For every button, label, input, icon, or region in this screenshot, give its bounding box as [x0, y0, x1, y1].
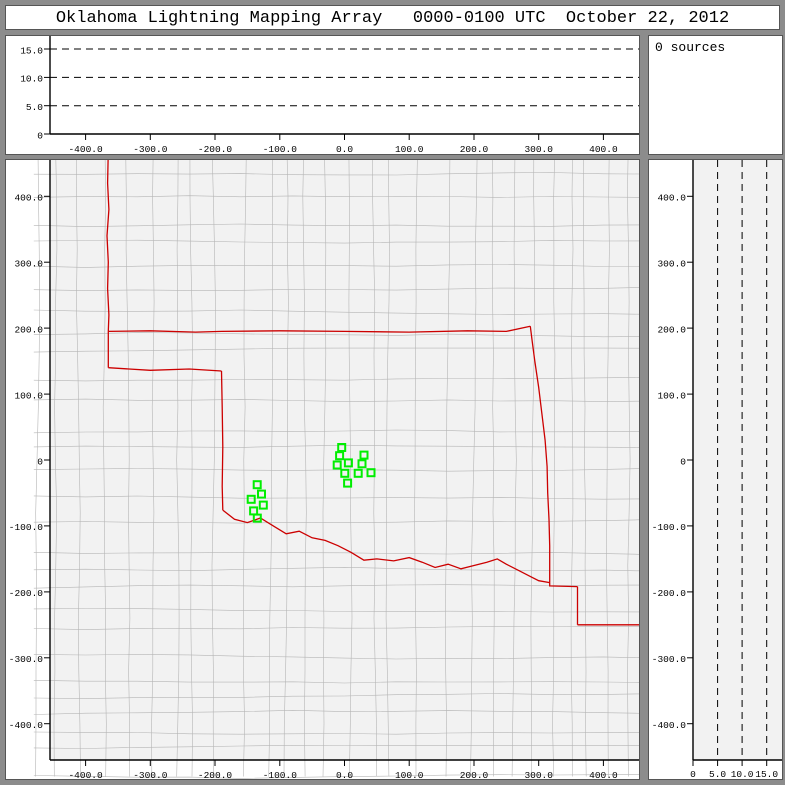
svg-text:200.0: 200.0 — [14, 324, 43, 335]
svg-text:-200.0: -200.0 — [9, 588, 44, 599]
svg-text:-300.0: -300.0 — [652, 654, 687, 665]
svg-text:5.0: 5.0 — [26, 102, 43, 113]
svg-text:10.0: 10.0 — [20, 74, 43, 85]
svg-text:-200.0: -200.0 — [652, 588, 687, 599]
svg-text:-100.0: -100.0 — [652, 522, 687, 533]
svg-text:0.0: 0.0 — [336, 144, 353, 155]
svg-text:300.0: 300.0 — [14, 259, 43, 270]
svg-text:-100.0: -100.0 — [263, 770, 298, 780]
svg-text:-100.0: -100.0 — [9, 522, 44, 533]
svg-text:200.0: 200.0 — [460, 770, 489, 780]
svg-text:15.0: 15.0 — [20, 45, 43, 56]
svg-text:0: 0 — [680, 456, 686, 467]
svg-text:300.0: 300.0 — [524, 770, 553, 780]
svg-text:-400.0: -400.0 — [68, 770, 103, 780]
svg-text:400.0: 400.0 — [589, 770, 618, 780]
svg-text:300.0: 300.0 — [524, 144, 553, 155]
svg-text:-400.0: -400.0 — [9, 720, 44, 731]
svg-text:-200.0: -200.0 — [198, 144, 233, 155]
svg-text:0.0: 0.0 — [336, 770, 353, 780]
svg-text:-400.0: -400.0 — [68, 144, 103, 155]
svg-text:-300.0: -300.0 — [133, 770, 168, 780]
svg-text:15.0: 15.0 — [755, 769, 778, 780]
svg-text:10.0: 10.0 — [731, 769, 754, 780]
svg-text:5.0: 5.0 — [709, 769, 726, 780]
svg-text:200.0: 200.0 — [460, 144, 489, 155]
svg-text:400.0: 400.0 — [657, 193, 686, 204]
svg-text:100.0: 100.0 — [395, 770, 424, 780]
svg-text:-100.0: -100.0 — [263, 144, 298, 155]
svg-text:-400.0: -400.0 — [652, 720, 687, 731]
svg-text:100.0: 100.0 — [395, 144, 424, 155]
svg-text:400.0: 400.0 — [589, 144, 618, 155]
svg-text:0: 0 — [37, 130, 43, 141]
svg-text:300.0: 300.0 — [657, 259, 686, 270]
svg-text:0: 0 — [690, 769, 696, 780]
svg-text:-300.0: -300.0 — [133, 144, 168, 155]
svg-text:100.0: 100.0 — [657, 390, 686, 401]
svg-text:0: 0 — [37, 456, 43, 467]
svg-text:-300.0: -300.0 — [9, 654, 44, 665]
svg-text:200.0: 200.0 — [657, 324, 686, 335]
svg-text:400.0: 400.0 — [14, 193, 43, 204]
svg-text:-200.0: -200.0 — [198, 770, 233, 780]
svg-text:100.0: 100.0 — [14, 390, 43, 401]
